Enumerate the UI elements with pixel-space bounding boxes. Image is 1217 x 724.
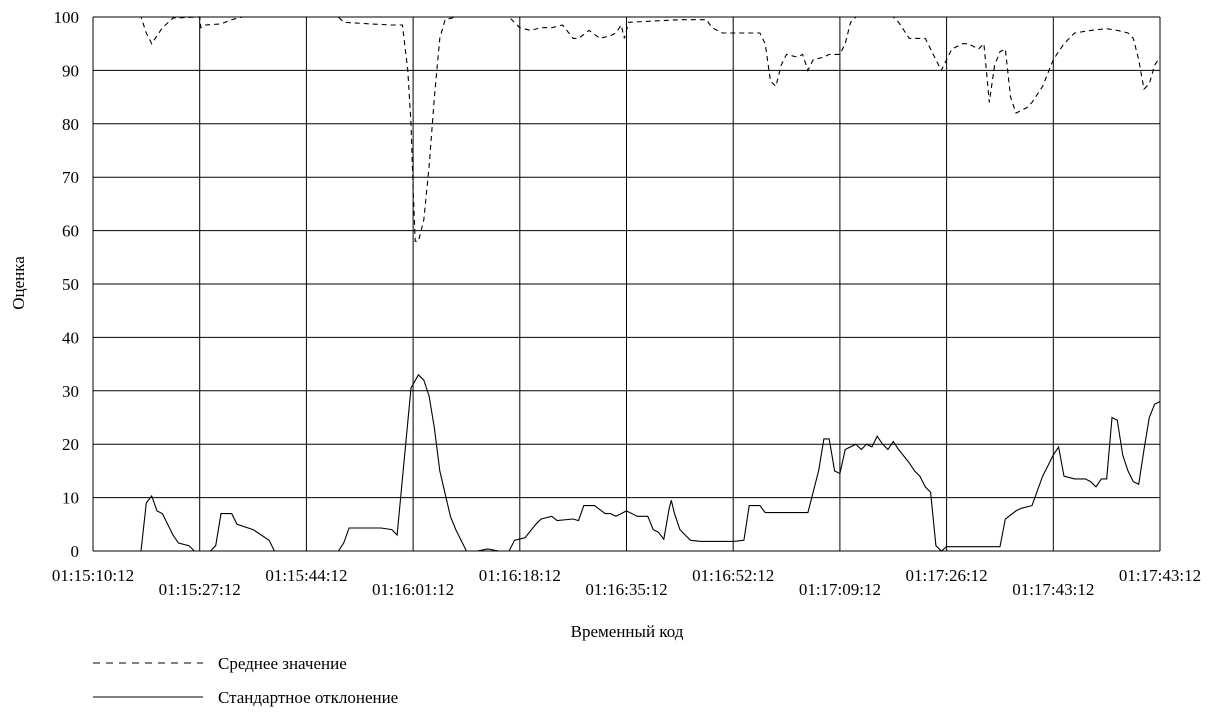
y-tick-label: 90 (62, 61, 79, 80)
y-tick-label: 50 (62, 275, 79, 294)
x-axis-ticks: 01:15:10:12 01:15:27:12 01:15:44:12 01:16:0… (52, 566, 1201, 599)
x-tick-label: 01:16:01:12 (372, 580, 454, 599)
y-axis-ticks: 0 10 20 30 40 50 60 70 80 90 100 (54, 8, 80, 561)
x-tick-label: 01:17:26:12 (906, 566, 988, 585)
series-mean-line (93, 16, 1161, 242)
x-tick-label: 01:17:43:12 (1012, 580, 1094, 599)
chart-legend: Среднее значение Стандартное отклонение (93, 654, 398, 707)
series-stddev-line (93, 373, 1161, 552)
chart-grid (92, 16, 1161, 552)
y-tick-label: 70 (62, 168, 79, 187)
x-tick-label: 01:16:18:12 (479, 566, 561, 585)
y-tick-label: 80 (62, 115, 79, 134)
y-tick-label: 30 (62, 382, 79, 401)
legend-label: Стандартное отклонение (218, 688, 398, 707)
chart-series (93, 16, 1161, 552)
y-tick-label: 10 (62, 489, 79, 508)
x-tick-label: 01:16:35:12 (585, 580, 667, 599)
y-tick-label: 40 (62, 328, 79, 347)
x-axis-label: Временный код (571, 622, 684, 641)
x-tick-label: 01:15:27:12 (159, 580, 241, 599)
y-axis-label: Оценка (9, 256, 28, 310)
x-tick-label: 01:16:52:12 (692, 566, 774, 585)
x-tick-label: 01:15:44:12 (265, 566, 347, 585)
x-tick-label: 01:17:09:12 (799, 580, 881, 599)
x-tick-label: 01:17:43:12 (1119, 566, 1201, 585)
x-tick-label: 01:15:10:12 (52, 566, 134, 585)
y-tick-label: 20 (62, 435, 79, 454)
y-tick-label: 0 (71, 542, 80, 561)
legend-label: Среднее значение (218, 654, 347, 673)
y-tick-label: 60 (62, 222, 79, 241)
y-tick-label: 100 (54, 8, 80, 27)
